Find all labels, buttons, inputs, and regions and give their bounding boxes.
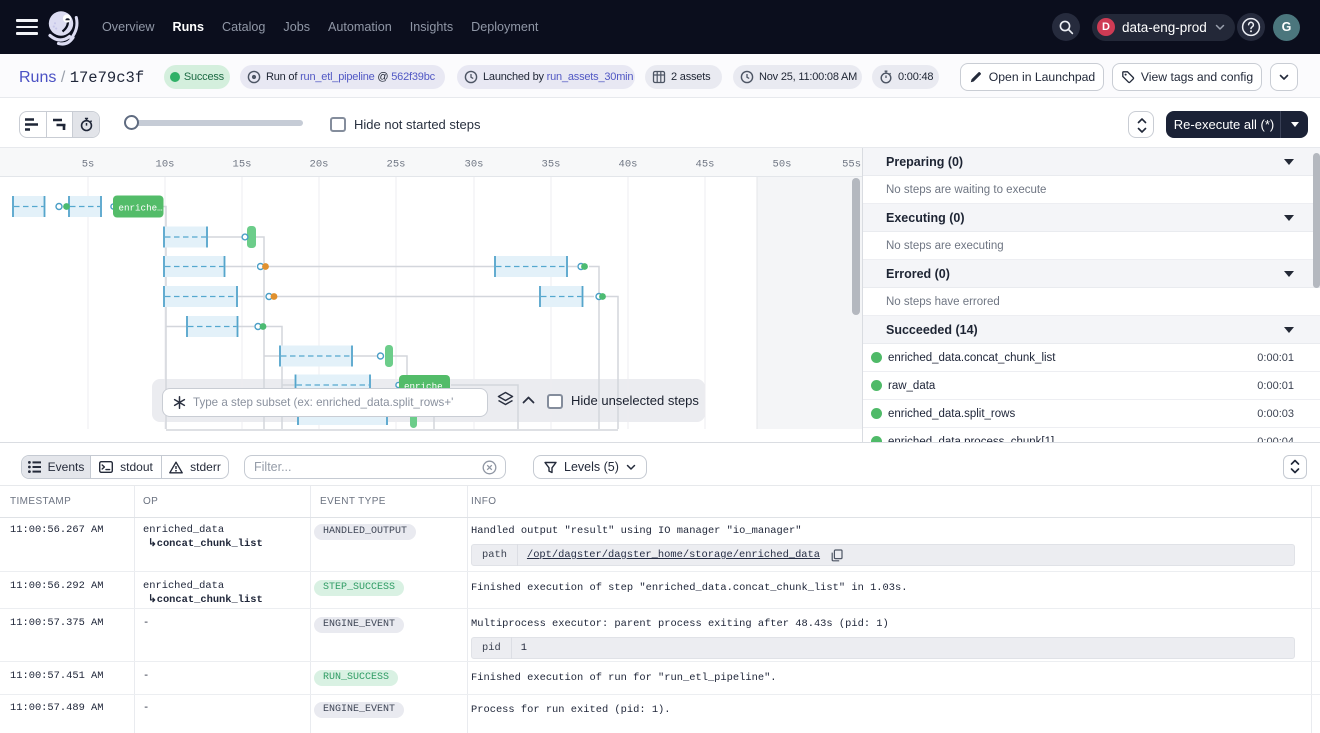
svg-text:55s: 55s — [842, 159, 861, 171]
svg-text:40s: 40s — [619, 159, 638, 171]
svg-text:50s: 50s — [773, 159, 792, 171]
svg-text:5s: 5s — [82, 159, 95, 171]
svg-text:15s: 15s — [233, 159, 252, 171]
svg-text:45s: 45s — [696, 159, 715, 171]
svg-text:20s: 20s — [310, 159, 329, 171]
svg-text:30s: 30s — [465, 159, 484, 171]
svg-text:35s: 35s — [542, 159, 561, 171]
svg-text:25s: 25s — [387, 159, 406, 171]
svg-text:enriche…: enriche… — [119, 203, 163, 214]
svg-text:enriche…: enriche… — [404, 381, 448, 392]
svg-text:10s: 10s — [156, 159, 175, 171]
